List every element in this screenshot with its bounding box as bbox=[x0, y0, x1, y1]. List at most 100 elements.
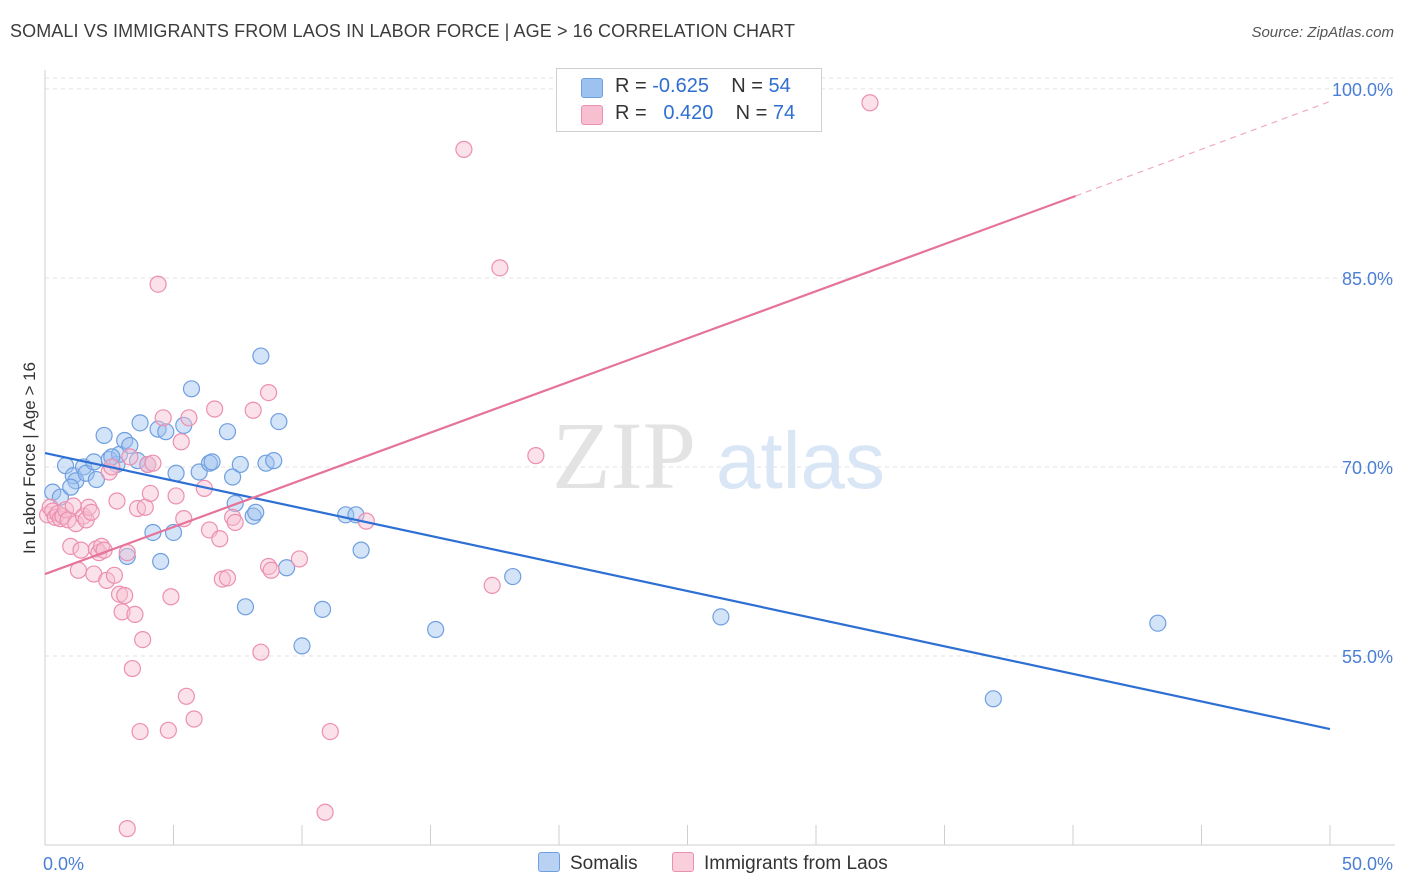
scatter-point bbox=[116, 431, 134, 450]
bottom-legend-laos: Immigrants from Laos bbox=[672, 852, 888, 875]
data-points bbox=[38, 94, 1167, 838]
scatter-point bbox=[62, 537, 80, 555]
legend-swatch-somalis bbox=[581, 78, 603, 98]
scatter-point bbox=[316, 803, 334, 821]
y-tick-label: 100.0% bbox=[1332, 80, 1393, 100]
legend-r-label: R = bbox=[615, 102, 647, 124]
bottom-legend-swatch-somalis bbox=[538, 852, 560, 872]
scatter-point bbox=[131, 722, 149, 741]
scatter-point bbox=[167, 487, 185, 505]
scatter-point bbox=[118, 820, 136, 838]
scatter-point bbox=[152, 552, 170, 571]
legend-n-label: N = bbox=[731, 75, 763, 97]
scatter-point bbox=[134, 630, 152, 649]
scatter-point bbox=[218, 423, 237, 441]
scatter-point bbox=[72, 541, 90, 559]
legend-n-label: N = bbox=[735, 102, 768, 124]
trend-line-laos-extension bbox=[1075, 100, 1331, 197]
scatter-point bbox=[154, 409, 172, 427]
correlation-legend: R = -0.625 N = 54 R = 0.420 N = 74 bbox=[556, 68, 822, 132]
x-tick-label: 0.0% bbox=[43, 854, 84, 874]
y-tick-label: 85.0% bbox=[1342, 269, 1393, 289]
scatter-point bbox=[265, 452, 283, 470]
scatter-point bbox=[116, 586, 134, 605]
scatter-point bbox=[121, 448, 139, 466]
scatter-point bbox=[167, 464, 185, 482]
scatter-point bbox=[427, 620, 445, 639]
scatter-point bbox=[177, 687, 195, 705]
scatter-point bbox=[262, 561, 280, 579]
scatter-point bbox=[180, 409, 198, 427]
x-tick-label: 50.0% bbox=[1342, 854, 1393, 874]
tick-labels: 55.0% 70.0% 85.0% 100.0% 0.0% 50.0% bbox=[43, 80, 1393, 874]
scatter-point bbox=[270, 412, 288, 431]
legend-r-value: 0.420 bbox=[663, 102, 714, 124]
scatter-point bbox=[203, 453, 221, 471]
scatter-point bbox=[483, 576, 501, 595]
scatter-point bbox=[455, 140, 473, 158]
bottom-legend-swatch-laos bbox=[672, 852, 694, 872]
scatter-point bbox=[82, 503, 100, 521]
scatter-point bbox=[159, 721, 177, 739]
scatter-point bbox=[236, 598, 255, 616]
trend-line-laos bbox=[44, 194, 1076, 576]
scatter-point bbox=[105, 566, 123, 584]
scatter-point bbox=[984, 690, 1002, 708]
scatter-point bbox=[113, 603, 131, 621]
scatter-point bbox=[185, 710, 203, 728]
scatter-point bbox=[51, 488, 70, 506]
scatter-point bbox=[861, 94, 879, 112]
watermark-atlas: atlas bbox=[716, 416, 885, 505]
scatter-point bbox=[126, 605, 144, 623]
scatter-point bbox=[527, 447, 545, 465]
legend-n-value: 74 bbox=[772, 102, 796, 124]
scatter-point bbox=[224, 468, 242, 486]
scatter-point bbox=[162, 588, 180, 606]
scatter-point bbox=[144, 454, 162, 472]
scatter-point bbox=[293, 637, 311, 655]
scatter-point bbox=[87, 470, 106, 489]
scatter-point bbox=[1149, 614, 1167, 632]
scatter-point bbox=[321, 722, 339, 741]
scatter-point bbox=[182, 380, 201, 398]
bottom-legend-somalis: Somalis bbox=[538, 852, 638, 875]
scatter-point bbox=[313, 600, 332, 618]
scatter-point bbox=[352, 541, 370, 559]
scatter-point bbox=[108, 492, 126, 510]
y-tick-label: 55.0% bbox=[1342, 647, 1393, 667]
grid-lines bbox=[45, 77, 1395, 657]
chart-title: SOMALI VS IMMIGRANTS FROM LAOS IN LABOR … bbox=[10, 21, 796, 41]
scatter-point bbox=[95, 426, 113, 445]
legend-swatch-laos bbox=[581, 105, 603, 125]
scatter-point bbox=[141, 484, 159, 503]
trend-line-somalis bbox=[44, 452, 1331, 731]
scatter-point bbox=[211, 530, 229, 548]
scatter-point bbox=[118, 547, 136, 566]
scatter-point bbox=[206, 400, 224, 418]
trend-lines bbox=[44, 100, 1331, 731]
bottom-legend-label-laos: Immigrants from Laos bbox=[704, 853, 888, 874]
scatter-point bbox=[218, 569, 237, 587]
scatter-point bbox=[62, 478, 80, 496]
scatter-point bbox=[172, 433, 190, 451]
scatter-point bbox=[252, 347, 270, 365]
scatter-point bbox=[231, 455, 249, 474]
legend-r-label: R = bbox=[615, 75, 647, 97]
scatter-point bbox=[157, 423, 175, 441]
legend-r-value: -0.625 bbox=[652, 75, 709, 97]
legend-n-value: 54 bbox=[768, 75, 791, 97]
y-axis-title: In Labor Force | Age > 16 bbox=[20, 362, 39, 554]
scatter-point bbox=[131, 414, 149, 432]
scatter-point bbox=[247, 503, 265, 521]
axes bbox=[44, 70, 1395, 846]
scatter-point bbox=[252, 643, 270, 661]
scatter-point bbox=[244, 401, 262, 419]
scatter-point bbox=[712, 608, 730, 626]
y-tick-label: 70.0% bbox=[1342, 458, 1393, 478]
source-label: Source: ZipAtlas.com bbox=[1251, 24, 1394, 41]
scatter-point bbox=[123, 659, 141, 678]
scatter-point bbox=[290, 550, 309, 568]
scatter-point bbox=[226, 513, 244, 531]
scatter-point bbox=[504, 567, 522, 586]
